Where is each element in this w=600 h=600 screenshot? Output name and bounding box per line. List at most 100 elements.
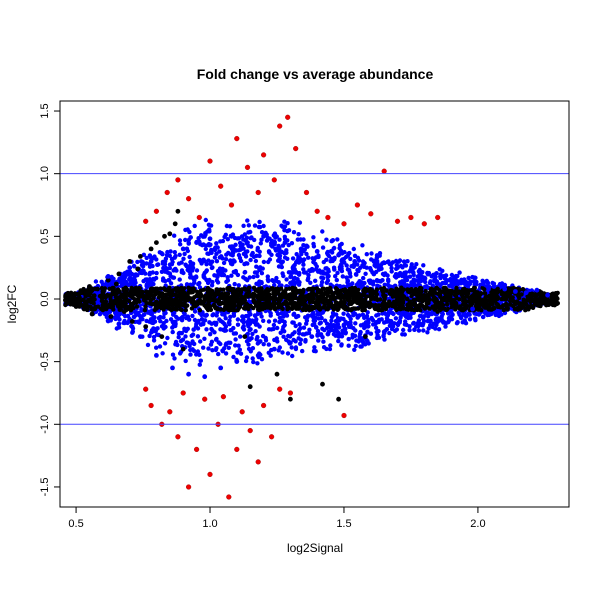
cloud-point-blue <box>205 251 210 256</box>
cloud-point-black <box>221 296 226 301</box>
cloud-point-blue <box>218 341 223 347</box>
cloud-point-blue <box>303 270 308 275</box>
cloud-point-blue <box>200 234 206 239</box>
cloud-point-blue <box>248 257 253 263</box>
cloud-point-blue <box>316 338 321 343</box>
cloud-point-blue <box>281 334 286 339</box>
cloud-point-blue <box>165 335 170 341</box>
cloud-point-blue <box>365 310 370 315</box>
cloud-point-black <box>99 286 105 291</box>
cloud-point-blue <box>317 321 322 326</box>
cloud-point-blue <box>177 277 182 282</box>
cloud-point-blue <box>239 246 245 251</box>
cloud-point-blue <box>259 230 265 235</box>
cloud-point-blue <box>313 255 319 260</box>
cloud-point-blue <box>256 224 262 230</box>
cloud-point-black <box>495 302 500 307</box>
cloud-point-blue <box>214 241 219 246</box>
cloud-point-blue <box>322 327 327 333</box>
cloud-point-black <box>108 299 114 304</box>
cloud-point-black <box>130 295 135 300</box>
cloud-point-blue <box>203 243 209 248</box>
cloud-point-blue <box>421 318 427 324</box>
cloud-point-black <box>117 296 122 302</box>
cloud-point-blue <box>227 322 232 327</box>
cloud-point-black <box>215 306 220 311</box>
cloud-point-blue <box>335 322 341 327</box>
cloud-point-blue <box>284 250 289 255</box>
cloud-point-blue <box>286 242 291 248</box>
cloud-point-black <box>133 299 138 304</box>
cloud-point-blue <box>246 223 251 228</box>
cloud-point-black <box>175 286 180 291</box>
cloud-point-black <box>343 294 348 300</box>
cloud-point-blue <box>351 264 356 269</box>
cloud-point-blue <box>300 348 305 354</box>
cloud-point-blue <box>225 237 230 242</box>
cloud-point-blue <box>306 255 311 260</box>
cloud-point-blue <box>220 256 225 261</box>
cloud-point-black <box>137 288 142 293</box>
cloud-point-black <box>361 299 367 304</box>
cloud-point-blue <box>218 318 224 324</box>
cloud-point-blue <box>278 330 283 335</box>
cloud-point-blue <box>102 282 107 287</box>
cloud-point-black <box>399 285 404 290</box>
cloud-point-blue <box>466 275 471 281</box>
cloud-point-blue <box>181 270 186 276</box>
cloud-point-black <box>91 301 96 306</box>
cloud-point-blue <box>285 228 290 234</box>
cloud-point-black <box>434 300 439 305</box>
cloud-point-black <box>175 303 180 308</box>
cloud-point-blue <box>173 253 178 259</box>
cloud-point-blue <box>192 223 197 229</box>
cloud-point-blue <box>135 273 140 278</box>
cloud-point-blue <box>418 322 423 327</box>
cloud-point-black <box>381 285 387 291</box>
cloud-point-blue <box>132 314 137 319</box>
cloud-point-blue <box>339 334 345 339</box>
cloud-point-blue <box>246 336 251 341</box>
cloud-point-blue <box>247 328 252 333</box>
cloud-point-blue <box>261 342 266 347</box>
cloud-point-black <box>452 290 458 295</box>
cloud-point-blue <box>209 326 214 332</box>
cloud-point-blue <box>449 279 455 285</box>
cloud-point-black <box>126 298 132 304</box>
cloud-point-blue <box>275 311 281 317</box>
cloud-point-blue <box>185 326 190 331</box>
cloud-point-blue <box>171 275 177 280</box>
cloud-point-black <box>100 295 106 300</box>
cloud-point-black <box>543 301 548 306</box>
cloud-point-blue <box>305 277 310 283</box>
cloud-point-black <box>508 302 513 307</box>
cloud-point-blue <box>337 243 343 248</box>
cloud-point-blue <box>208 223 214 228</box>
cloud-point-blue <box>166 277 171 283</box>
cloud-point-black <box>123 294 128 299</box>
cloud-point-blue <box>324 237 329 242</box>
cloud-point-black <box>505 307 510 312</box>
cloud-point-blue <box>243 254 249 259</box>
cloud-point-black <box>520 304 526 309</box>
cloud-point-blue <box>154 270 159 276</box>
cloud-point-blue <box>145 342 151 348</box>
cloud-point-blue <box>250 250 255 256</box>
cloud-point-blue <box>120 277 126 283</box>
cloud-point-black <box>242 294 248 299</box>
cloud-point-black <box>436 303 442 309</box>
cloud-point-blue <box>116 325 122 330</box>
cloud-point-blue <box>159 251 164 256</box>
cloud-point-blue <box>357 313 362 318</box>
cloud-point-blue <box>304 251 309 257</box>
cloud-point-blue <box>344 263 349 268</box>
cloud-point-black <box>461 296 466 301</box>
cloud-point-black <box>251 285 257 290</box>
cloud-point-blue <box>116 312 122 317</box>
cloud-point-blue <box>325 250 330 256</box>
cloud-point-blue <box>168 249 173 254</box>
cloud-point-blue <box>161 315 166 320</box>
cloud-point-blue <box>317 268 322 273</box>
cloud-point-black <box>276 301 281 306</box>
cloud-point-black <box>347 301 352 307</box>
